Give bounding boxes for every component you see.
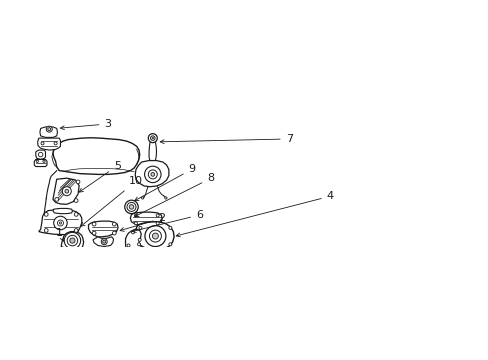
- Circle shape: [46, 126, 52, 132]
- Polygon shape: [130, 212, 162, 226]
- Polygon shape: [135, 161, 168, 187]
- Polygon shape: [53, 178, 79, 204]
- Circle shape: [131, 231, 134, 234]
- Circle shape: [44, 229, 48, 232]
- Circle shape: [92, 222, 96, 226]
- Polygon shape: [38, 138, 61, 150]
- Circle shape: [164, 197, 167, 199]
- Circle shape: [124, 200, 138, 213]
- Circle shape: [148, 134, 157, 143]
- Text: 4: 4: [176, 191, 333, 237]
- Polygon shape: [136, 222, 174, 249]
- Text: 2: 2: [120, 213, 165, 231]
- Circle shape: [54, 216, 67, 230]
- Text: 3: 3: [61, 119, 111, 130]
- Text: 5: 5: [79, 161, 121, 192]
- Circle shape: [134, 214, 137, 217]
- Circle shape: [58, 220, 63, 226]
- Circle shape: [127, 244, 130, 247]
- Circle shape: [59, 222, 61, 224]
- Circle shape: [129, 205, 133, 209]
- Circle shape: [101, 239, 107, 245]
- Circle shape: [137, 243, 140, 246]
- Circle shape: [134, 222, 137, 225]
- Circle shape: [65, 189, 68, 193]
- Circle shape: [55, 198, 59, 201]
- Polygon shape: [53, 208, 72, 213]
- Circle shape: [112, 222, 116, 226]
- Circle shape: [43, 160, 45, 162]
- Circle shape: [144, 166, 161, 183]
- Circle shape: [92, 231, 96, 235]
- Text: 6: 6: [132, 210, 203, 233]
- Circle shape: [44, 212, 48, 216]
- Polygon shape: [125, 229, 142, 252]
- Circle shape: [139, 226, 142, 229]
- Circle shape: [48, 128, 51, 131]
- Text: 1: 1: [56, 228, 64, 241]
- Polygon shape: [149, 142, 156, 162]
- Text: 9: 9: [135, 164, 195, 201]
- Circle shape: [74, 212, 78, 216]
- Circle shape: [67, 235, 78, 246]
- Polygon shape: [36, 150, 45, 159]
- Circle shape: [142, 197, 143, 199]
- Circle shape: [150, 136, 155, 140]
- Circle shape: [152, 138, 153, 139]
- Circle shape: [74, 229, 78, 232]
- Circle shape: [168, 226, 171, 229]
- Circle shape: [168, 243, 171, 246]
- Circle shape: [64, 232, 81, 249]
- Text: 8: 8: [135, 174, 214, 216]
- Circle shape: [144, 226, 165, 247]
- Circle shape: [149, 230, 161, 242]
- Circle shape: [74, 199, 78, 202]
- Circle shape: [41, 142, 44, 145]
- Circle shape: [112, 231, 116, 235]
- Polygon shape: [39, 209, 81, 235]
- Circle shape: [127, 202, 136, 211]
- Text: 7: 7: [160, 134, 292, 144]
- Polygon shape: [93, 237, 113, 247]
- Circle shape: [70, 238, 75, 243]
- Circle shape: [54, 142, 57, 145]
- Circle shape: [156, 214, 159, 217]
- Circle shape: [76, 180, 80, 184]
- Circle shape: [131, 249, 134, 252]
- Circle shape: [152, 233, 158, 239]
- Circle shape: [156, 222, 159, 225]
- Text: 10: 10: [81, 176, 142, 226]
- Polygon shape: [34, 159, 47, 167]
- Polygon shape: [40, 127, 58, 138]
- Circle shape: [138, 238, 141, 241]
- Polygon shape: [88, 221, 118, 237]
- Circle shape: [148, 170, 157, 179]
- Circle shape: [102, 240, 105, 243]
- Circle shape: [62, 187, 71, 196]
- Circle shape: [151, 172, 154, 176]
- Polygon shape: [61, 231, 83, 249]
- Polygon shape: [53, 138, 140, 174]
- Circle shape: [39, 152, 43, 157]
- Circle shape: [36, 160, 39, 162]
